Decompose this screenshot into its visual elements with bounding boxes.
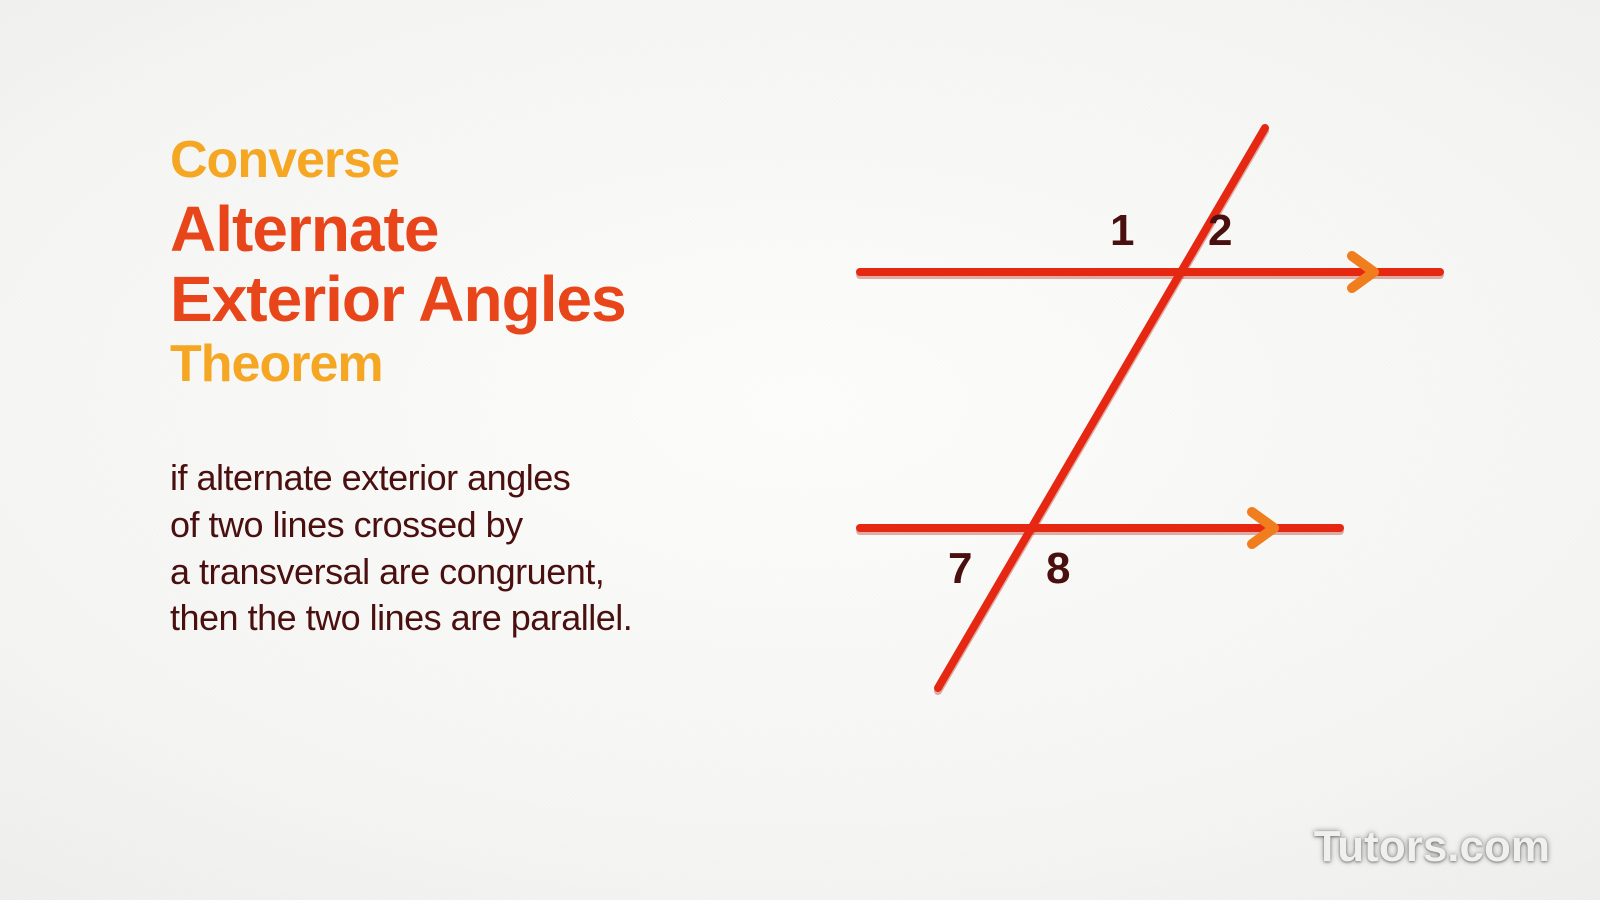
title-alternate: Alternate (170, 192, 626, 266)
definition-block: if alternate exterior angles of two line… (170, 455, 632, 642)
angle-label-8: 8 (1046, 544, 1070, 594)
angle-label-2: 2 (1208, 206, 1232, 256)
definition-line-4: then the two lines are parallel. (170, 595, 632, 642)
title-block: Converse Alternate Exterior Angles Theor… (170, 130, 626, 394)
angle-label-1: 1 (1110, 206, 1134, 256)
title-theorem: Theorem (170, 334, 626, 394)
watermark: Tutors.com (1314, 822, 1550, 872)
content-layer: Converse Alternate Exterior Angles Theor… (0, 0, 1600, 900)
title-converse: Converse (170, 130, 626, 190)
definition-line-3: a transversal are congruent, (170, 549, 632, 596)
definition-line-1: if alternate exterior angles (170, 455, 632, 502)
definition-line-2: of two lines crossed by (170, 502, 632, 549)
diagram-svg (820, 120, 1460, 740)
title-exterior-angles: Exterior Angles (170, 262, 626, 336)
diagram-container: 1 2 7 8 (820, 120, 1460, 740)
angle-label-7: 7 (948, 544, 972, 594)
